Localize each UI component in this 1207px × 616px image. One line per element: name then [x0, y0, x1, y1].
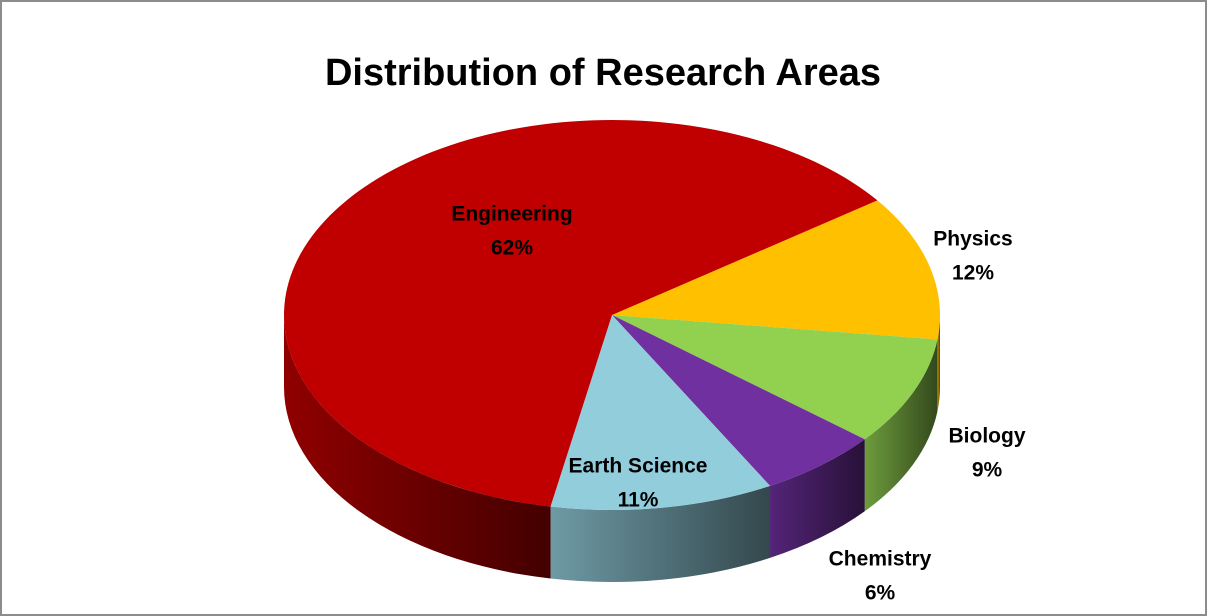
data-label-value: 62%: [491, 237, 533, 260]
data-label-name: Engineering: [451, 203, 572, 226]
slice-side: [864, 339, 938, 512]
data-label-name: Chemistry: [829, 548, 932, 571]
data-label-name: Physics: [933, 228, 1012, 251]
data-label-name: Earth Science: [569, 455, 708, 478]
slice: [612, 315, 938, 440]
slice: [612, 200, 940, 340]
slice-side: [284, 315, 551, 579]
slice: [550, 315, 771, 511]
data-label-name: Biology: [949, 425, 1026, 448]
data-label-value: 12%: [952, 262, 994, 285]
slice-side: [550, 485, 771, 582]
slice: [612, 315, 865, 486]
slice: [284, 120, 878, 507]
chart-title: Distribution of Research Areas: [325, 52, 881, 94]
slice-side: [770, 439, 865, 558]
data-label-value: 6%: [865, 582, 896, 605]
data-label-value: 9%: [972, 459, 1003, 482]
slice-side: [937, 315, 940, 412]
data-label-value: 11%: [618, 489, 659, 512]
